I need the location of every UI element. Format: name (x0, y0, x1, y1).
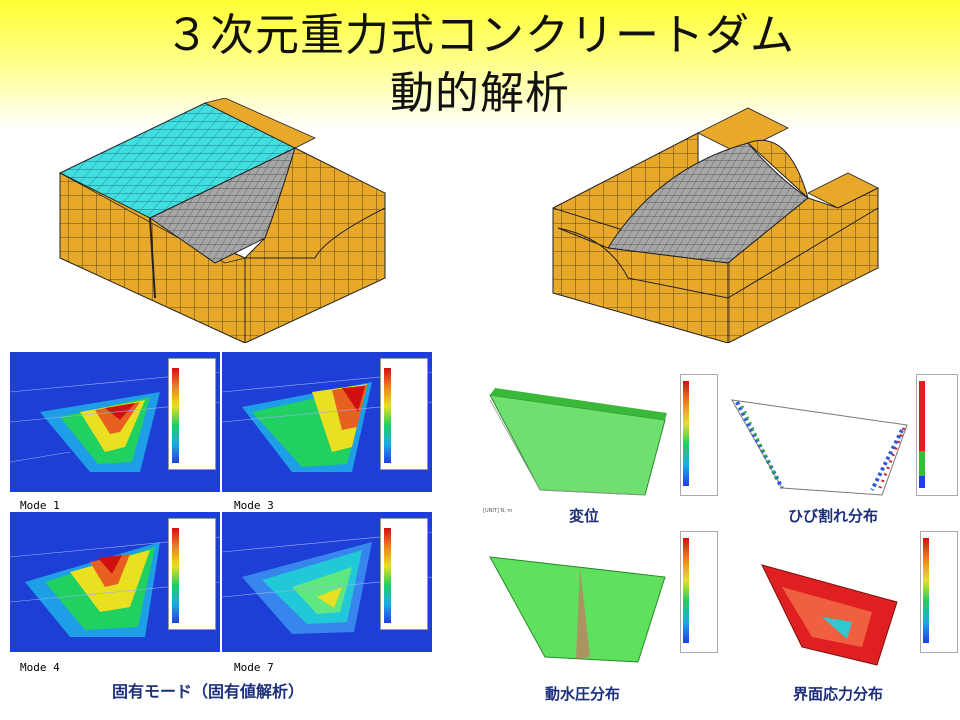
page-subtitle: 動的解析 (390, 68, 570, 119)
dam-model-right-icon (552, 107, 879, 343)
modes-caption: 固有モード（固有値解析） (112, 682, 305, 701)
page-title: ３次元重力式コンクリートダム (165, 10, 795, 61)
mode-3-label: Mode 3 (234, 499, 274, 512)
mode-7-label: Mode 7 (234, 661, 274, 674)
displacement-plot: [UNIT] N, m (480, 370, 720, 515)
legend (916, 374, 958, 496)
legend (680, 374, 718, 496)
legend (168, 518, 216, 630)
legend (168, 358, 216, 470)
displacement-caption: 変位 (569, 507, 600, 525)
mode-7-plot (222, 512, 432, 652)
hydro-plot (480, 527, 720, 677)
legend (380, 358, 428, 470)
mode-3-plot (222, 352, 432, 492)
mode-4-label: Mode 4 (20, 661, 60, 674)
mode-1-plot (10, 352, 220, 492)
dam-model-left-icon (58, 98, 386, 343)
mode-1-label: Mode 1 (20, 499, 60, 512)
hydro-caption: 動水圧分布 (545, 685, 621, 703)
interface-caption: 界面応力分布 (793, 685, 884, 703)
crack-caption: ひび割れ分布 (788, 507, 879, 525)
legend (380, 518, 428, 630)
crack-plot (722, 370, 960, 515)
legend (920, 531, 958, 653)
interface-plot (722, 527, 960, 677)
legend (680, 531, 718, 653)
mode-4-plot (10, 512, 220, 652)
